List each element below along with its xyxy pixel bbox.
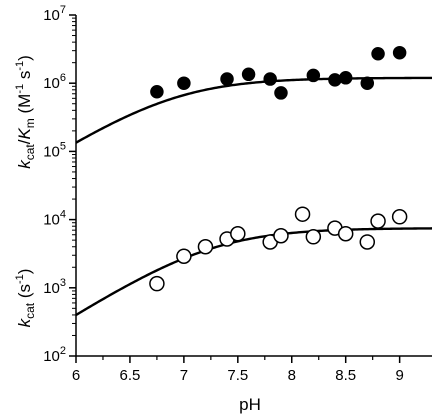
- filled-data-point: [306, 68, 321, 83]
- filled-data-point: [338, 71, 353, 85]
- filled-data-point: [263, 72, 277, 86]
- x-tick-label: 8.5: [335, 367, 356, 384]
- open-data-point: [391, 209, 408, 225]
- x-tick-label: 6.5: [120, 367, 141, 384]
- y-tick-label: 106: [43, 72, 66, 92]
- filled-data-point: [360, 76, 375, 90]
- filled-data-point: [392, 45, 407, 60]
- filled-data-point: [220, 72, 234, 86]
- y-tick-label: 107: [43, 4, 66, 24]
- open-data-point: [230, 226, 246, 242]
- open-data-point: [176, 248, 192, 265]
- fit-curve-0: [75, 76, 432, 144]
- y-axis-title-kcat-km: kcat/Km (M-1 s-1): [14, 55, 37, 169]
- x-tick-label: 7: [180, 367, 188, 384]
- filled-data-point: [274, 86, 288, 100]
- data-points: [149, 45, 408, 292]
- x-tick-label: 7.5: [227, 367, 248, 384]
- open-data-point: [305, 229, 322, 245]
- fit-curve-1: [75, 227, 433, 317]
- filled-data-point: [241, 67, 256, 82]
- open-data-point: [337, 226, 354, 242]
- filled-data-point: [328, 73, 342, 87]
- y-axis-title-kcat: kcat (s-1): [14, 269, 37, 328]
- open-data-point: [294, 206, 311, 222]
- open-data-point: [149, 275, 165, 292]
- y-tick-label: 102: [43, 345, 66, 365]
- y-tick-label: 105: [43, 140, 66, 160]
- filled-data-point: [177, 76, 191, 90]
- axes: 6 6.5 7 7.5 8 8.5 9 102 103 104 105 106 107: [43, 4, 432, 384]
- x-axis-title: pH: [239, 395, 261, 414]
- open-data-point: [370, 213, 386, 229]
- filled-data-point: [371, 47, 385, 61]
- open-data-point: [359, 234, 376, 250]
- fit-curves: [75, 76, 433, 317]
- x-tick-label: 9: [395, 367, 403, 384]
- x-tick-label: 6: [72, 367, 80, 384]
- filled-data-point: [150, 84, 164, 99]
- y-tick-label: 103: [43, 277, 66, 297]
- y-tick-label: 104: [43, 209, 66, 229]
- open-data-point: [273, 227, 289, 244]
- open-data-point: [197, 238, 214, 255]
- x-tick-label: 8: [288, 367, 296, 384]
